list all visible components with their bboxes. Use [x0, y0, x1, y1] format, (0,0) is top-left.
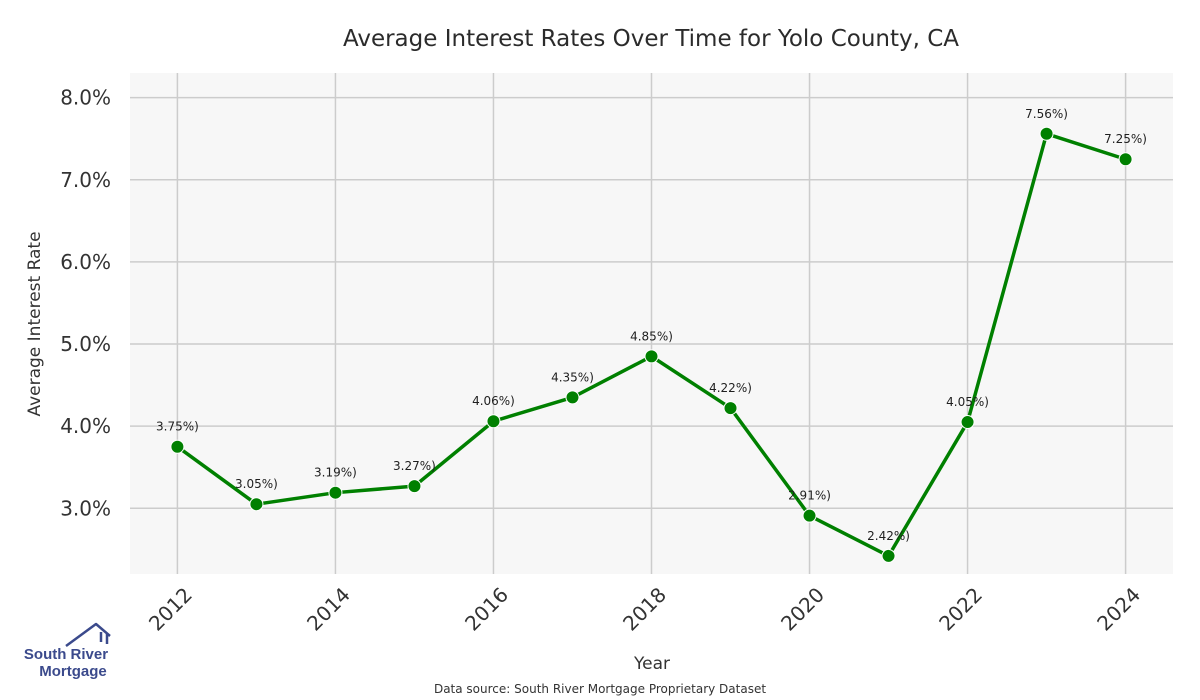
logo-text-line1: South River: [24, 646, 108, 663]
x-tick-label: 2022: [934, 583, 987, 636]
y-tick-label: 3.0%: [60, 496, 111, 520]
x-axis-label: Year: [633, 654, 670, 674]
y-tick-label: 6.0%: [60, 250, 111, 274]
data-point: [249, 497, 264, 512]
data-point: [1039, 126, 1054, 141]
data-label: 7.56%): [1025, 107, 1068, 121]
x-axis-ticks: 2012 2014 2016 2018 2020 2022 2024: [144, 583, 1145, 636]
x-tick-label: 2012: [144, 583, 197, 636]
data-point: [644, 349, 659, 364]
data-point: [960, 415, 975, 430]
data-label: 3.27%): [393, 459, 436, 473]
x-tick-label: 2020: [776, 583, 829, 636]
x-tick-label: 2016: [460, 583, 513, 636]
data-point: [1118, 152, 1133, 167]
data-point: [486, 414, 501, 429]
y-tick-label: 4.0%: [60, 414, 111, 438]
data-label: 4.85%): [630, 329, 673, 343]
data-point: [170, 439, 185, 454]
y-axis-ticks: 3.0% 4.0% 5.0% 6.0% 7.0% 8.0%: [60, 86, 111, 521]
grid-lines: [130, 73, 1173, 574]
data-label: 3.05%): [235, 477, 278, 491]
y-tick-label: 7.0%: [60, 168, 111, 192]
company-logo: South River Mortgage: [24, 622, 111, 680]
data-label: 3.19%): [314, 466, 357, 480]
data-label: 3.75%): [156, 420, 199, 434]
data-point: [328, 485, 343, 500]
y-tick-label: 8.0%: [60, 86, 111, 110]
x-tick-label: 2018: [618, 583, 671, 636]
data-label: 4.35%): [551, 370, 594, 384]
data-point: [723, 401, 738, 416]
data-label: 2.42%): [867, 529, 910, 543]
data-point: [407, 479, 422, 494]
data-point: [565, 390, 580, 405]
chart-title: Average Interest Rates Over Time for Yol…: [343, 26, 959, 52]
logo-text-line2: Mortgage: [39, 663, 107, 680]
x-tick-label: 2014: [302, 583, 355, 636]
data-label: 4.22%): [709, 381, 752, 395]
data-point: [881, 548, 896, 563]
data-label: 4.06%): [472, 394, 515, 408]
y-axis-label: Average Interest Rate: [25, 231, 45, 416]
y-tick-label: 5.0%: [60, 332, 111, 356]
data-label: 7.25%): [1104, 132, 1147, 146]
series-layer: 3.75%) 3.05%) 3.19%) 3.27%) 4.06%) 4.35%) 4.85…: [156, 107, 1147, 563]
data-label: 2.91%): [788, 489, 831, 503]
data-point: [802, 508, 817, 523]
data-source-note: Data source: South River Mortgage Propri…: [434, 682, 766, 696]
data-label: 4.05%): [946, 395, 989, 409]
x-tick-label: 2024: [1092, 583, 1145, 636]
house-icon: [65, 622, 111, 648]
